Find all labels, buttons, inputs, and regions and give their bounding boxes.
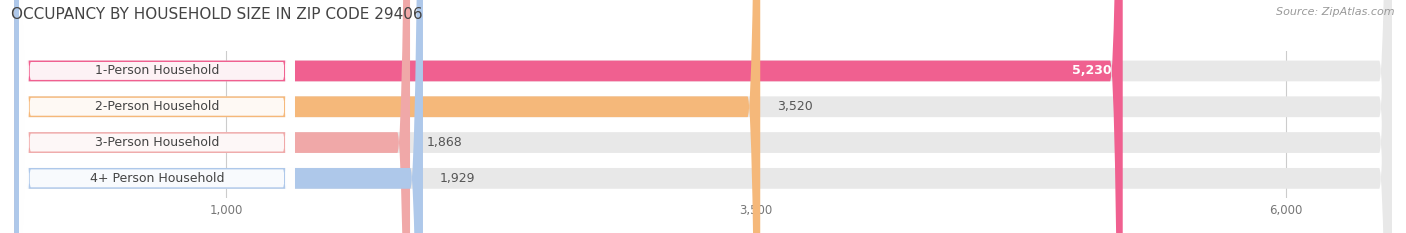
Text: 3-Person Household: 3-Person Household	[94, 136, 219, 149]
Text: 3,520: 3,520	[778, 100, 813, 113]
FancyBboxPatch shape	[14, 0, 1392, 233]
FancyBboxPatch shape	[20, 0, 295, 233]
Text: OCCUPANCY BY HOUSEHOLD SIZE IN ZIP CODE 29406: OCCUPANCY BY HOUSEHOLD SIZE IN ZIP CODE …	[11, 7, 423, 22]
FancyBboxPatch shape	[20, 0, 295, 233]
Text: 2-Person Household: 2-Person Household	[94, 100, 219, 113]
FancyBboxPatch shape	[14, 0, 411, 233]
FancyBboxPatch shape	[20, 0, 295, 233]
Text: 1,868: 1,868	[427, 136, 463, 149]
FancyBboxPatch shape	[14, 0, 1392, 233]
FancyBboxPatch shape	[14, 0, 761, 233]
FancyBboxPatch shape	[20, 0, 295, 233]
FancyBboxPatch shape	[14, 0, 1392, 233]
FancyBboxPatch shape	[14, 0, 1392, 233]
Text: 1,929: 1,929	[440, 172, 475, 185]
FancyBboxPatch shape	[14, 0, 423, 233]
Text: Source: ZipAtlas.com: Source: ZipAtlas.com	[1277, 7, 1395, 17]
Text: 5,230: 5,230	[1073, 65, 1112, 77]
Text: 4+ Person Household: 4+ Person Household	[90, 172, 224, 185]
Text: 1-Person Household: 1-Person Household	[94, 65, 219, 77]
FancyBboxPatch shape	[14, 0, 1123, 233]
